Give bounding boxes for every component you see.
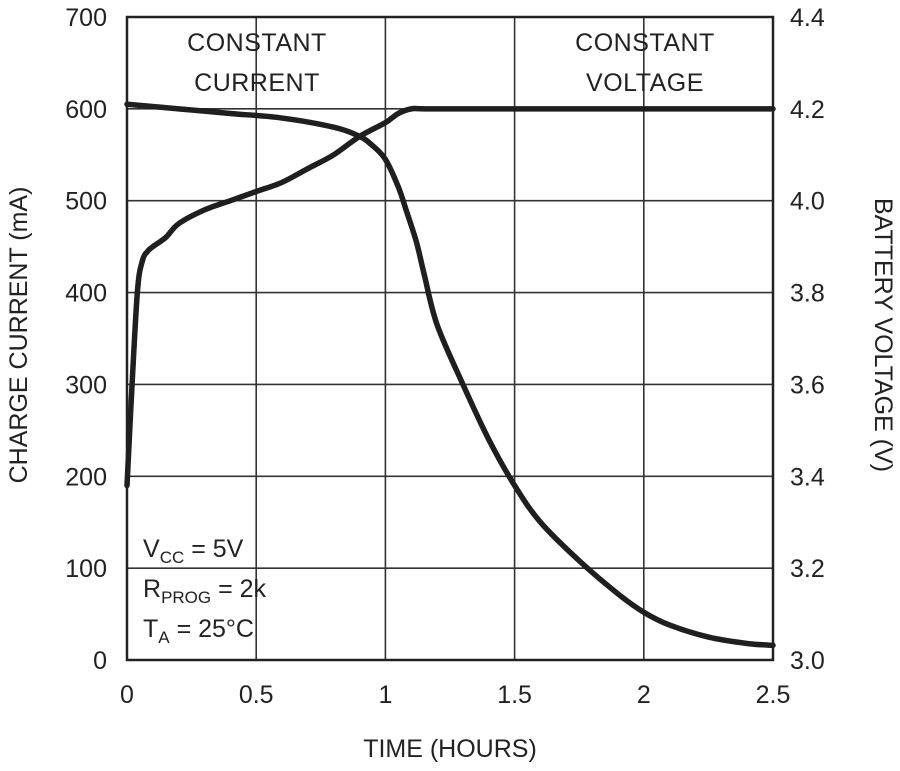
y-left-tick-label: 0	[93, 647, 107, 675]
y-left-tick-label: 400	[65, 280, 107, 308]
condition-sub: PROG	[161, 588, 211, 607]
charge-current-line	[124, 101, 776, 649]
condition-ta: TA = 25°C	[143, 615, 254, 647]
conditions-box: VCC = 5V RPROG = 2k TA = 25°C	[143, 535, 267, 647]
condition-sub: A	[158, 628, 170, 647]
y-right-tick-label: 4.4	[790, 4, 825, 32]
condition-rest: = 25°C	[170, 615, 254, 643]
x-axis-label: TIME (HOURS)	[363, 735, 537, 763]
condition-rprog: RPROG = 2k	[143, 575, 267, 607]
x-tick-label: 0	[120, 681, 134, 709]
y-left-tick-label: 500	[65, 188, 107, 216]
condition-vcc: VCC = 5V	[143, 535, 244, 567]
x-tick-label: 2.5	[756, 681, 791, 709]
region-line2: CURRENT	[194, 69, 320, 97]
y-left-tick-labels: 0 100 200 300 400 500 600 700	[65, 4, 107, 675]
x-tick-label: 0.5	[239, 681, 274, 709]
y-left-tick-label: 600	[65, 96, 107, 124]
y-right-tick-label: 4.2	[790, 96, 825, 124]
x-tick-label: 1.5	[497, 681, 532, 709]
plot-frame	[125, 15, 775, 662]
region-constant-voltage: CONSTANT VOLTAGE	[575, 29, 715, 97]
series-group	[124, 101, 776, 649]
condition-main: R	[143, 575, 161, 603]
y-right-tick-label: 4.0	[790, 188, 825, 216]
x-tick-label: 1	[378, 681, 392, 709]
region-constant-current: CONSTANT CURRENT	[187, 29, 327, 97]
region-line1: CONSTANT	[187, 29, 327, 57]
x-tick-labels: 0 0.5 1 1.5 2 2.5	[120, 681, 790, 709]
y-right-tick-labels: 3.0 3.2 3.4 3.6 3.8 4.0 4.2 4.4	[790, 4, 825, 675]
y-right-tick-label: 3.0	[790, 647, 825, 675]
x-tick-label: 2	[637, 681, 651, 709]
y-right-tick-label: 3.2	[790, 555, 825, 583]
y-left-axis-label: CHARGE CURRENT (mA)	[5, 187, 33, 484]
battery-voltage-line	[124, 105, 776, 489]
y-left-tick-label: 300	[65, 371, 107, 399]
region-line2: VOLTAGE	[586, 69, 704, 97]
y-right-axis-label: BATTERY VOLTAGE (V)	[869, 198, 897, 472]
y-left-tick-label: 700	[65, 4, 107, 32]
y-right-tick-label: 3.8	[790, 280, 825, 308]
region-line1: CONSTANT	[575, 29, 715, 57]
condition-rest: = 2k	[211, 575, 266, 603]
y-right-tick-label: 3.4	[790, 463, 825, 491]
condition-main: V	[143, 535, 160, 563]
y-left-tick-label: 200	[65, 463, 107, 491]
condition-main: T	[143, 615, 158, 643]
y-left-tick-label: 100	[65, 555, 107, 583]
condition-rest: = 5V	[184, 535, 243, 563]
condition-sub: CC	[160, 548, 185, 567]
y-right-tick-label: 3.6	[790, 371, 825, 399]
